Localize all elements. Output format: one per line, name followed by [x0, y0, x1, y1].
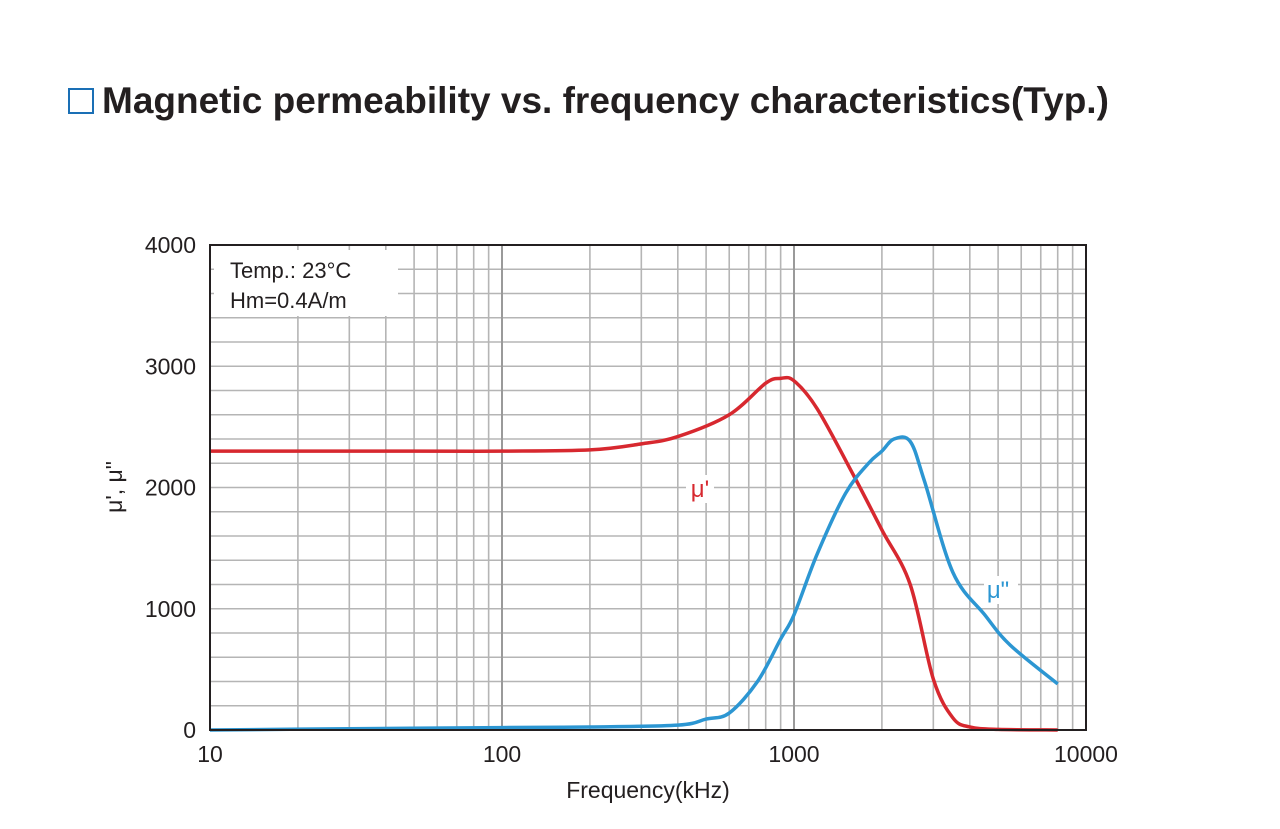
- annotation-box: [214, 250, 398, 316]
- series-label: μ': [691, 476, 709, 503]
- annotation-hm: Hm=0.4A/m: [230, 288, 347, 313]
- square-bullet-icon: [68, 88, 94, 114]
- series-label-bg: [984, 576, 1018, 604]
- annotation-temp: Temp.: 23°C: [230, 258, 351, 283]
- x-tick-label: 10000: [1054, 741, 1118, 767]
- plot-frame: [209, 244, 1087, 731]
- series-label: μ": [987, 577, 1009, 604]
- y-axis-label: μ', μ": [101, 461, 127, 513]
- y-tick-label: 2000: [145, 475, 196, 501]
- y-tick-label: 3000: [145, 353, 196, 379]
- x-tick-label: 1000: [768, 741, 819, 767]
- tick-labels: 10 100 1000 10000 0 1000 2000 3000 4000: [145, 232, 1118, 767]
- y-tick-label: 0: [183, 717, 196, 743]
- series-label-bg: [686, 475, 714, 503]
- y-tick-label: 4000: [145, 232, 196, 258]
- series-line-mu-double-prime: [209, 435, 1059, 732]
- series-lines: [209, 375, 1059, 732]
- x-axis-label: Frequency(kHz): [566, 777, 730, 803]
- series-labels: μ' μ": [686, 475, 1018, 604]
- x-tick-label: 10: [197, 741, 223, 767]
- chart-title: Magnetic permeability vs. frequency char…: [68, 80, 1109, 122]
- x-tick-label: 100: [483, 741, 521, 767]
- grid: [210, 245, 1086, 730]
- y-tick-label: 1000: [145, 596, 196, 622]
- series-line-mu-prime: [210, 375, 1058, 732]
